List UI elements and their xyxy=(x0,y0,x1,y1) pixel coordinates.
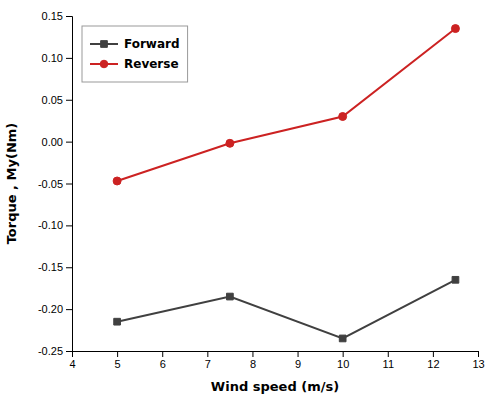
legend-marker xyxy=(101,41,108,48)
y-tick-label: -0.10 xyxy=(38,219,63,231)
point xyxy=(226,139,234,147)
point xyxy=(339,113,347,121)
series xyxy=(114,276,459,341)
x-tick: 10 xyxy=(337,351,349,370)
y-tick-mark xyxy=(66,351,72,352)
x-tick-label: 10 xyxy=(337,358,349,370)
y-tick-label: 0.05 xyxy=(42,94,63,106)
x-tick-mark xyxy=(162,351,163,357)
y-tick: -0.10 xyxy=(38,219,72,231)
x-tick: 6 xyxy=(160,351,166,370)
x-tick: 12 xyxy=(427,351,439,370)
x-tick-label: 12 xyxy=(427,358,439,370)
x-tick: 9 xyxy=(295,351,301,370)
legend-item: Forward xyxy=(90,37,180,51)
x-tick: 5 xyxy=(115,351,121,370)
y-tick-label: -0.25 xyxy=(38,345,63,357)
point xyxy=(113,177,121,185)
y-tick-label: 0.00 xyxy=(42,136,63,148)
y-axis-title: Torque , My(Nm) xyxy=(4,123,19,245)
y-axis-line xyxy=(66,17,73,352)
y-tick: -0.25 xyxy=(38,345,72,357)
y-tick: 0.10 xyxy=(42,52,72,64)
x-tick: 7 xyxy=(205,351,211,370)
x-tick-label: 7 xyxy=(205,358,211,370)
y-tick: 0.05 xyxy=(42,94,72,106)
x-tick-label: 11 xyxy=(383,358,394,370)
point xyxy=(339,335,346,342)
y-tick-mark xyxy=(66,58,72,59)
x-tick-label: 8 xyxy=(250,358,256,370)
point xyxy=(451,25,459,33)
x-tick: 8 xyxy=(250,351,256,370)
y-tick-mark xyxy=(66,267,72,268)
x-tick-mark xyxy=(207,351,208,357)
x-tick-mark xyxy=(343,351,344,357)
legend-marker xyxy=(100,60,108,68)
x-tick-mark xyxy=(117,351,118,357)
y-tick: -0.20 xyxy=(38,303,72,315)
legend-box xyxy=(82,26,188,82)
plot-area: 4 5 6 7 8 9 10 11 12 13 -0.25 -0.20 -0.15 -0.10 -0.05 0… xyxy=(38,10,485,370)
y-tick-label: 0.15 xyxy=(42,10,63,22)
y-tick: -0.15 xyxy=(38,261,72,273)
y-tick-label: 0.10 xyxy=(42,52,63,64)
x-tick-label: 13 xyxy=(472,358,484,370)
y-tick-mark xyxy=(66,100,72,101)
y-tick-mark xyxy=(66,309,72,310)
point xyxy=(452,276,459,283)
y-tick-mark xyxy=(66,142,72,143)
x-tick-mark xyxy=(433,351,434,357)
legend: Forward Reverse xyxy=(82,26,188,82)
x-tick-mark xyxy=(252,351,253,357)
x-axis-line xyxy=(73,352,479,358)
y-axis: -0.25 -0.20 -0.15 -0.10 -0.05 0.00 0.05 0.10 0.1… xyxy=(38,10,73,357)
x-tick-mark xyxy=(478,351,479,357)
point xyxy=(227,293,234,300)
x-tick-mark xyxy=(298,351,299,357)
legend-label: Forward xyxy=(124,37,180,51)
x-axis: 4 5 6 7 8 9 10 11 12 13 xyxy=(69,351,484,370)
point xyxy=(114,318,121,325)
x-tick-mark xyxy=(388,351,389,357)
y-tick: 0.00 xyxy=(42,136,72,148)
line xyxy=(117,280,455,339)
y-tick-mark xyxy=(66,225,72,226)
y-tick: 0.15 xyxy=(42,10,72,22)
legend-label: Reverse xyxy=(124,57,179,71)
x-tick: 13 xyxy=(472,351,484,370)
x-tick-label: 4 xyxy=(69,358,75,370)
y-tick-mark xyxy=(66,16,72,17)
y-tick-label: -0.05 xyxy=(38,178,63,190)
x-tick: 4 xyxy=(69,351,75,370)
y-tick-label: -0.20 xyxy=(38,303,63,315)
series xyxy=(113,25,459,185)
chart: 4 5 6 7 8 9 10 11 12 13 -0.25 -0.20 -0.15 -0.10 -0.05 0… xyxy=(0,0,500,403)
x-tick: 11 xyxy=(383,351,394,370)
y-tick: -0.05 xyxy=(38,178,72,190)
x-axis-title: Wind speed (m/s) xyxy=(211,379,339,394)
x-tick-label: 5 xyxy=(115,358,121,370)
legend-item: Reverse xyxy=(90,57,179,71)
y-tick-label: -0.15 xyxy=(38,261,63,273)
y-tick-mark xyxy=(66,184,72,185)
x-tick-label: 6 xyxy=(160,358,166,370)
x-tick-label: 9 xyxy=(295,358,301,370)
